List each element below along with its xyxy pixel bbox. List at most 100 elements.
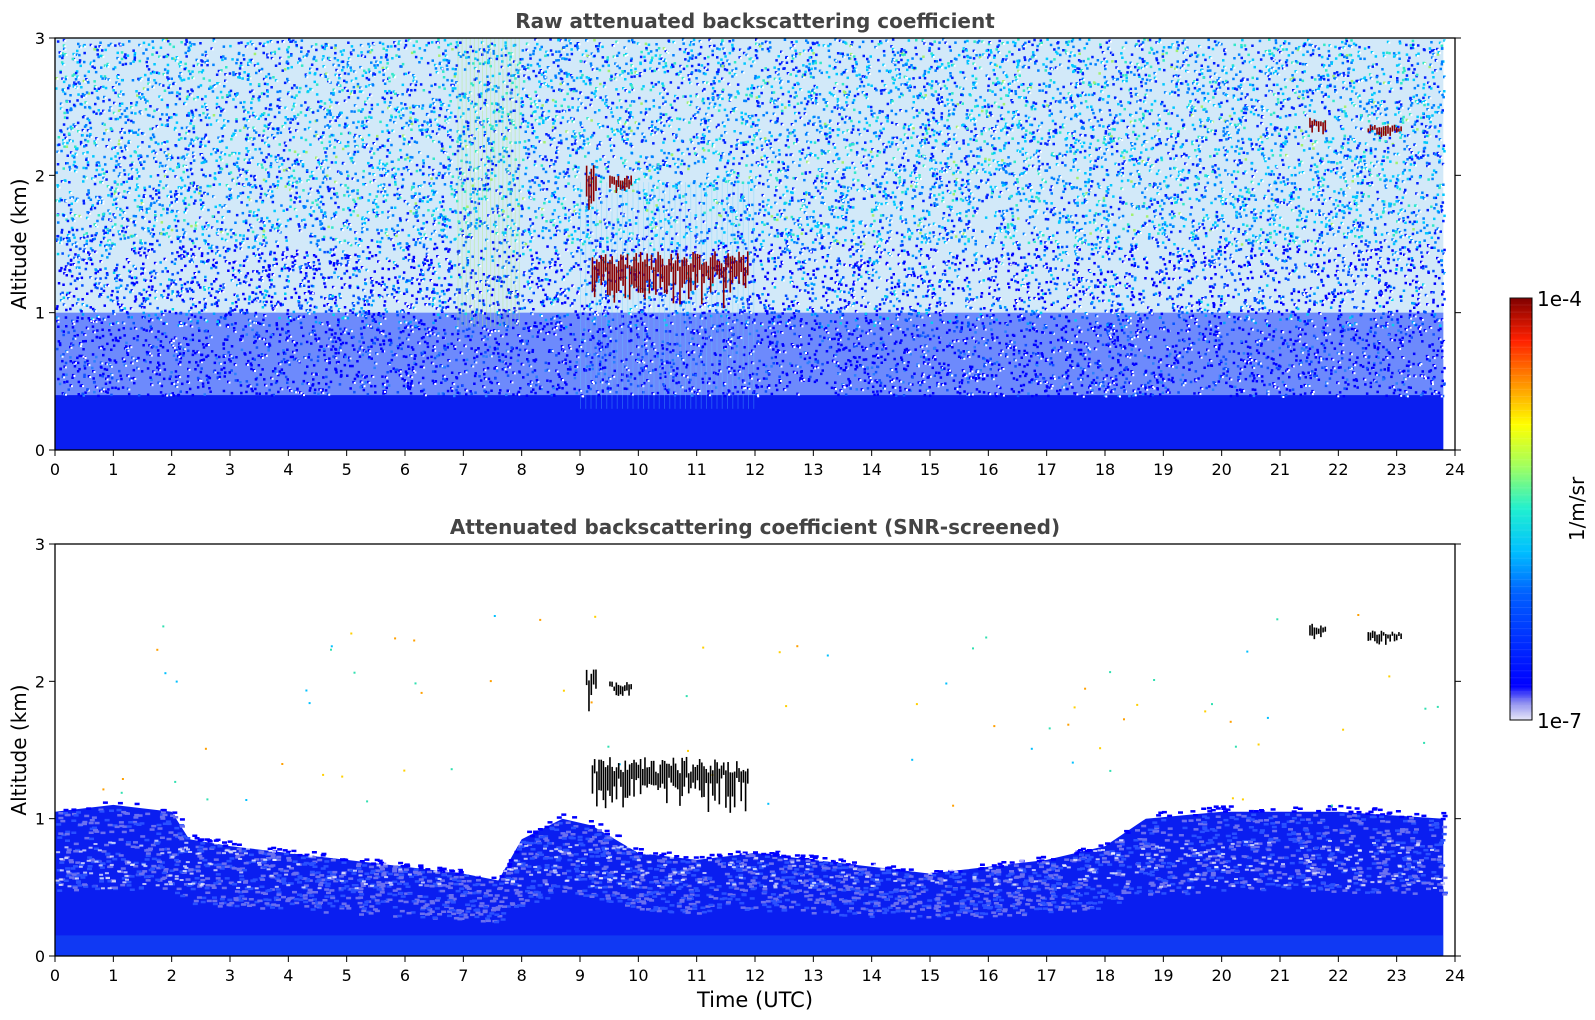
noise-speck: [154, 151, 157, 155]
noise-speck: [1138, 75, 1141, 78]
noise-speck: [59, 107, 63, 110]
noise-gap: [1299, 46, 1302, 49]
noise-speck: [1207, 100, 1211, 103]
noise-gap: [428, 328, 431, 331]
noise-gap: [189, 310, 192, 313]
noise-gap: [57, 151, 60, 154]
noise-speck: [304, 73, 308, 76]
noise-speck: [166, 69, 170, 73]
noise-speck: [1239, 215, 1242, 218]
noise-gap: [392, 130, 395, 133]
noise-speck: [1395, 64, 1399, 67]
noise-speck: [997, 44, 1001, 47]
noise-speck: [1271, 66, 1274, 70]
noise-speck: [810, 369, 813, 373]
noise-speck: [661, 298, 664, 302]
noise-speck: [1339, 283, 1342, 286]
noise-speck: [876, 154, 879, 157]
noise-speck: [372, 341, 375, 345]
noise-speck: [1132, 248, 1135, 251]
noise-speck: [1175, 65, 1179, 69]
noise-speck: [438, 299, 441, 303]
noise-speck: [67, 388, 70, 391]
noise-gap: [1272, 210, 1275, 213]
noise-speck: [1247, 332, 1251, 336]
noise-gap: [995, 393, 998, 396]
noise-gap: [672, 258, 675, 261]
noise-speck: [521, 233, 524, 236]
noise-speck: [1087, 57, 1090, 61]
noise-speck: [76, 316, 79, 319]
noise-speck: [1430, 205, 1433, 208]
noise-speck: [608, 223, 611, 226]
noise-speck: [161, 270, 164, 273]
noise-speck: [965, 210, 968, 213]
noise-gap: [543, 189, 546, 192]
noise-gap: [1110, 215, 1113, 218]
noise-speck: [166, 105, 169, 109]
noise-gap: [1365, 164, 1368, 166]
noise-gap: [697, 107, 700, 110]
noise-speck: [320, 210, 323, 213]
noise-gap: [365, 184, 368, 186]
noise-gap: [999, 354, 1002, 357]
noise-speck: [121, 321, 125, 324]
noise-speck: [1427, 376, 1430, 380]
noise-speck: [1051, 347, 1055, 351]
noise-speck: [1162, 231, 1166, 235]
noise-gap: [823, 182, 825, 185]
noise-gap: [900, 110, 903, 112]
noise-gap: [782, 123, 785, 126]
noise-gap: [1077, 83, 1079, 86]
noise-speck: [402, 330, 405, 333]
noise-speck: [758, 297, 761, 300]
noise-speck: [602, 176, 605, 180]
noise-gap: [1284, 100, 1287, 103]
noise-speck: [904, 218, 907, 221]
noise-speck: [1235, 125, 1238, 129]
noise-gap: [743, 197, 746, 200]
noise-speck: [1010, 99, 1013, 102]
noise-speck: [447, 288, 450, 291]
noise-speck: [1324, 225, 1328, 228]
noise-speck: [1429, 51, 1432, 54]
noise-speck: [1045, 57, 1049, 61]
noise-speck: [929, 42, 932, 45]
noise-speck: [1224, 367, 1227, 370]
noise-speck: [74, 253, 77, 256]
noise-speck: [1165, 235, 1168, 238]
noise-speck: [65, 218, 68, 221]
noise-speck: [899, 109, 902, 112]
noise-speck: [1339, 301, 1343, 304]
noise-speck: [1287, 54, 1291, 57]
noise-speck: [1030, 107, 1034, 111]
noise-speck: [959, 261, 962, 265]
noise-gap: [106, 129, 109, 132]
noise-speck: [116, 263, 119, 267]
noise-speck: [1320, 278, 1323, 282]
noise-gap: [308, 382, 310, 385]
noise-speck: [116, 290, 119, 294]
noise-gap: [852, 304, 854, 307]
noise-speck: [526, 156, 530, 160]
noise-speck: [1374, 248, 1377, 251]
noise-gap: [1141, 121, 1144, 124]
noise-gap: [788, 73, 791, 75]
noise-speck: [466, 261, 470, 265]
noise-speck: [268, 324, 271, 327]
noise-speck: [1195, 139, 1198, 142]
noise-speck: [210, 244, 214, 248]
noise-speck: [237, 298, 240, 301]
noise-speck: [183, 137, 187, 140]
noise-speck: [1028, 164, 1031, 168]
noise-gap: [137, 367, 140, 370]
noise-speck: [64, 179, 67, 182]
noise-speck: [1059, 110, 1063, 113]
noise-speck: [654, 83, 658, 86]
noise-gap: [304, 357, 307, 359]
noise-speck: [1428, 134, 1431, 137]
noise-speck: [1169, 251, 1172, 255]
noise-speck: [107, 315, 110, 319]
noise-speck: [515, 68, 518, 72]
noise-speck: [1287, 42, 1291, 45]
